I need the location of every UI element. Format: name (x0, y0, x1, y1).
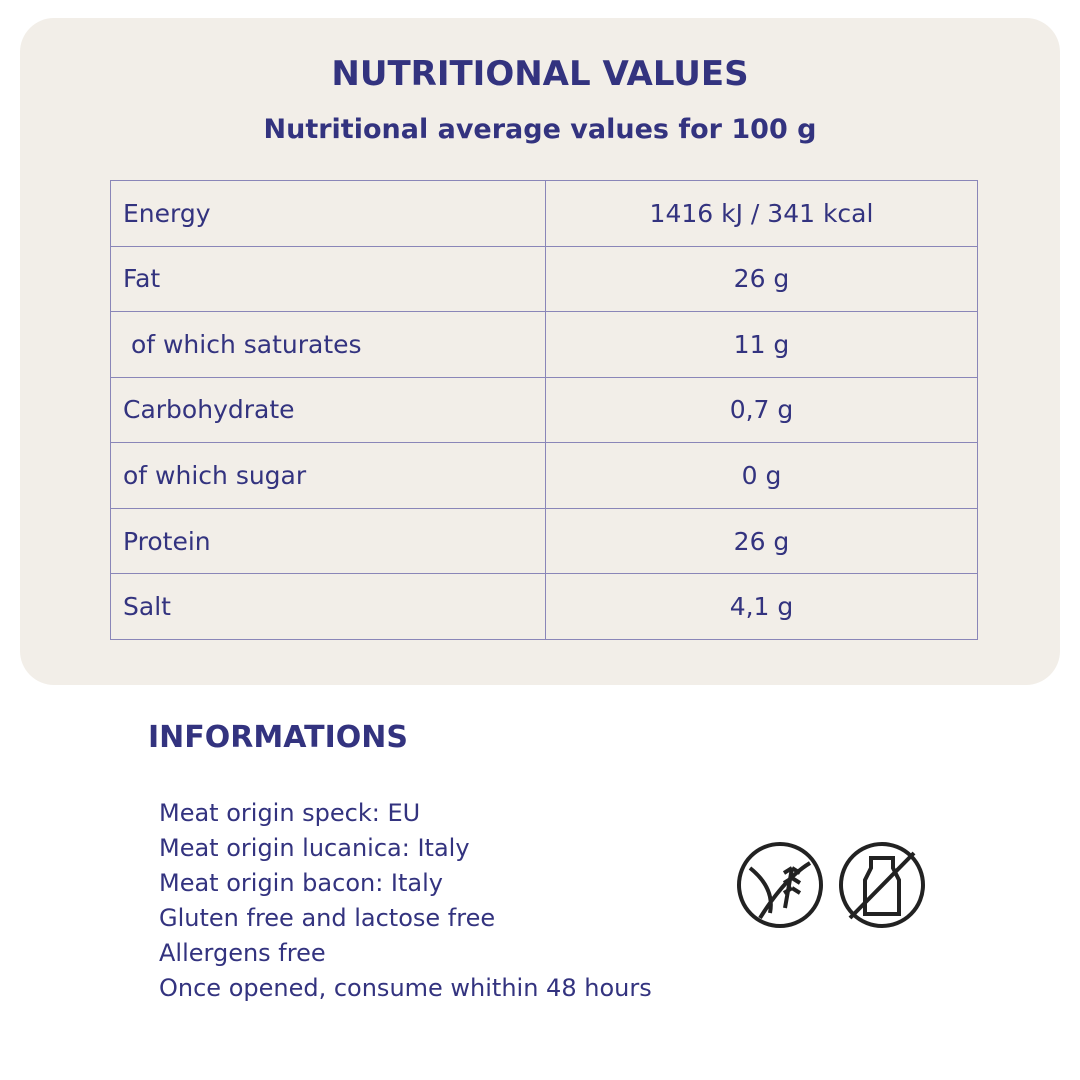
value-cell: 4,1 g (545, 573, 978, 640)
title: NUTRITIONAL VALUES (331, 54, 749, 94)
nutrition-table: Energy 1416 kJ / 341 kcal Fat 26 g of which… (110, 180, 978, 640)
label-cell: Energy (110, 180, 546, 247)
info-line: Meat origin bacon: Italy (159, 869, 443, 897)
table-row: Carbohydrate 0,7 g (110, 376, 978, 444)
table-row: of which sugar 0 g (110, 442, 978, 509)
value-cell: 11 g (545, 311, 978, 378)
value-cell: 26 g (545, 245, 978, 313)
label-cell: Salt (110, 573, 546, 640)
info-lines: Meat origin speck: EU Meat origin lucanic… (159, 796, 652, 1006)
table-row: Fat 26 g (110, 245, 978, 313)
info-line: Meat origin speck: EU (159, 799, 421, 827)
subtitle: Nutritional average values for 100 g (263, 114, 817, 145)
value-cell: 1416 kJ / 341 kcal (545, 180, 978, 247)
icons (737, 842, 925, 928)
label-cell: Protein (110, 507, 546, 575)
info-line: Meat origin lucanica: Italy (159, 834, 470, 862)
info-line: Allergens free (159, 939, 326, 967)
label-cell: Fat (110, 245, 546, 313)
table-row: Energy 1416 kJ / 341 kcal (110, 180, 978, 247)
info-title: INFORMATIONS (148, 720, 408, 755)
value-cell: 0 g (545, 442, 978, 509)
table-row: Salt 4,1 g (110, 573, 978, 640)
label-cell: of which sugar (110, 442, 546, 509)
table-row: of which saturates 11 g (110, 311, 978, 378)
table-row: Protein 26 g (110, 507, 978, 575)
value-cell: 0,7 g (545, 376, 978, 444)
label-cell: Carbohydrate (110, 376, 546, 444)
value-cell: 26 g (545, 507, 978, 575)
info-line: Once opened, consume whithin 48 hours (159, 974, 652, 1002)
info-line: Gluten free and lactose free (159, 904, 496, 932)
label-cell: of which saturates (110, 311, 546, 378)
